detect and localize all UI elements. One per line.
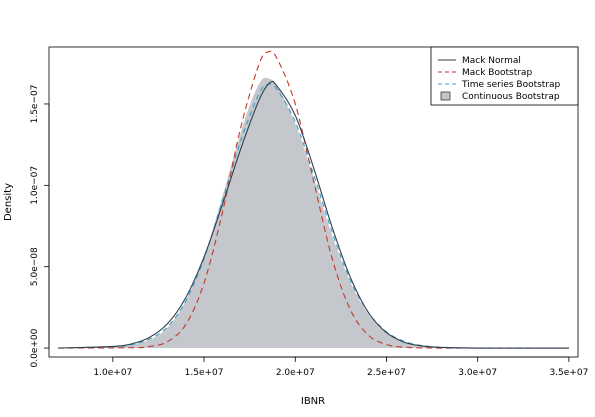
legend-swatch [440,91,451,101]
line-time-series-bootstrap [58,83,569,349]
legend-label: Continuous Bootstrap [462,92,560,102]
x-tick-label: 2.0e+07 [276,368,315,378]
y-tick-label: 1.0e−07 [30,166,40,205]
line-mack-normal [58,80,569,349]
x-tick-label: 3.5e+07 [549,368,588,378]
legend-label: Mack Bootstrap [462,68,532,78]
x-tick-label: 2.5e+07 [367,368,406,378]
y-tick-label: 0.0e+00 [30,328,40,367]
y-axis: 0.0e+00 5.0e−08 1.0e−07 1.5e−07 [30,85,50,367]
x-tick-label: 1.0e+07 [93,368,132,378]
line-mack-bootstrap [58,50,569,349]
legend-label: Mack Normal [462,56,521,66]
y-tick-label: 5.0e−08 [30,247,40,286]
y-tick-label: 1.5e−07 [30,85,40,124]
x-tick-label: 3.0e+07 [458,368,497,378]
legend-label: Time series Bootstrap [461,80,561,90]
legend-box [430,46,579,106]
fill-layer [58,77,569,349]
line-layer [58,50,569,349]
x-tick-label: 1.5e+07 [185,368,224,378]
y-axis-title: Density [3,183,14,221]
area-continuous-bootstrap [58,77,569,349]
x-axis-title: IBNR [301,396,325,407]
legend: Mack Normal Mack Bootstrap Time series Boo… [430,46,579,106]
x-axis: 1.0e+07 1.5e+07 2.0e+07 2.5e+07 3.0e+07 3.5e+… [93,356,588,378]
